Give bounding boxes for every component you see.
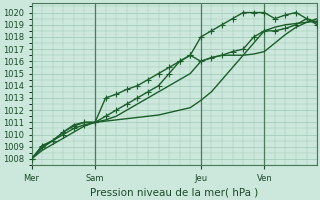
X-axis label: Pression niveau de la mer( hPa ): Pression niveau de la mer( hPa ) — [90, 187, 259, 197]
